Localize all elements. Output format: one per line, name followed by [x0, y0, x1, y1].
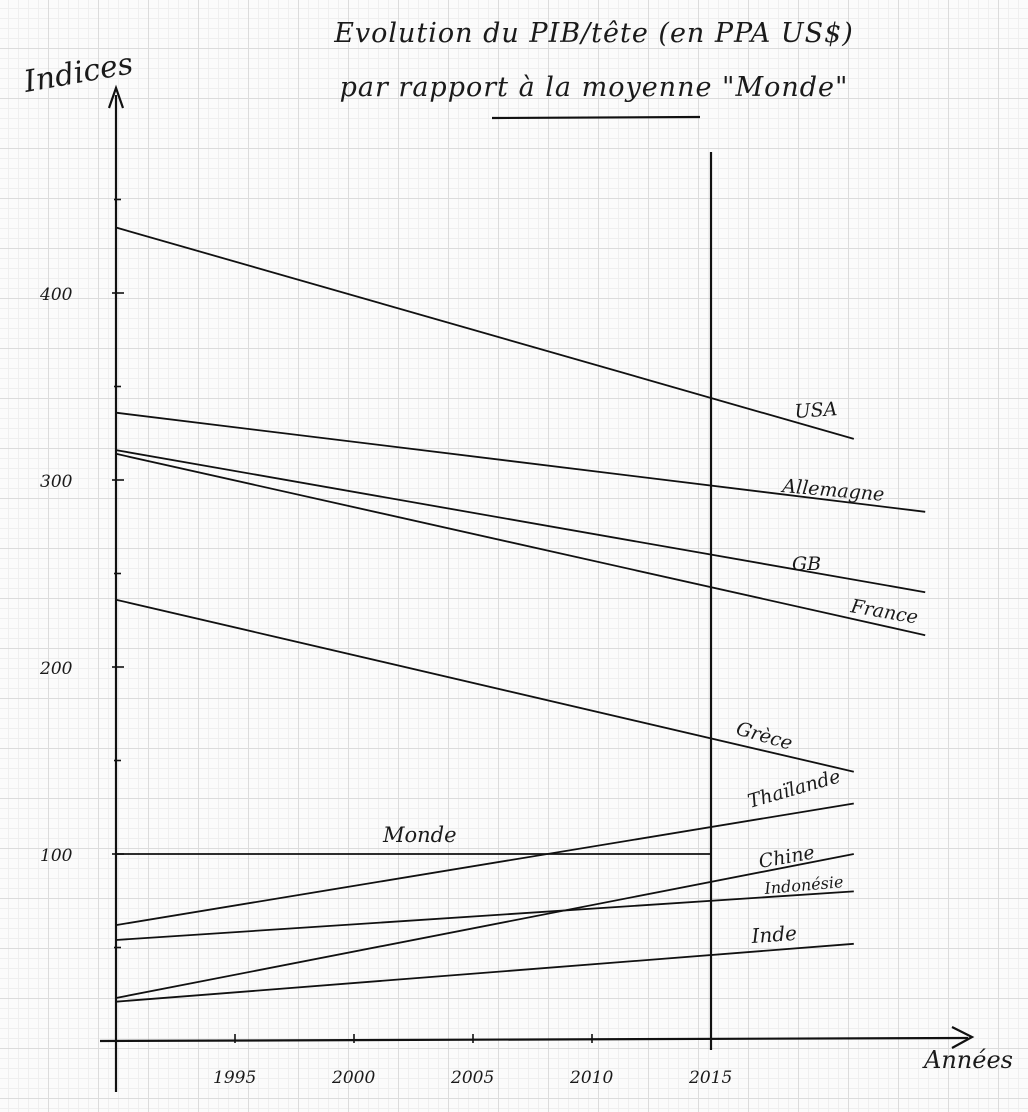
y-tick-label-400: 400: [39, 285, 73, 305]
series-label-gb: GB: [792, 553, 821, 575]
series-line-france: [115, 452, 926, 637]
chart-title: Evolution du PIB/tête (en PPA US$): [334, 18, 854, 49]
x-tick-label-2000: 2000: [331, 1068, 375, 1088]
series-label-allemagne: Allemagne: [780, 475, 886, 506]
x-tick-label-2005: 2005: [450, 1068, 494, 1088]
series-label-usa: USA: [794, 398, 838, 423]
chart-subtitle: par rapport à la moyenne "Monde": [339, 72, 849, 103]
y-tick-label-100: 100: [40, 846, 73, 866]
series-label-monde: Monde: [382, 823, 457, 847]
y-tick-label-300: 300: [40, 472, 73, 492]
x-axis-arrow: [951, 1026, 975, 1049]
x-tick-label-2010: 2010: [569, 1068, 613, 1088]
series-label-france: France: [848, 595, 919, 629]
series-line-inde: [115, 942, 854, 1003]
series-line-allemagne: [115, 411, 926, 513]
x-tick-label-2015: 2015: [688, 1068, 732, 1088]
series-line-thailande: [115, 802, 854, 926]
y-tick-label-200: 200: [39, 659, 73, 679]
series-line-indonesie: [115, 890, 854, 941]
y-axis-arrow: [107, 84, 125, 109]
series-label-inde: Inde: [750, 921, 798, 948]
series-line-gb: [115, 449, 926, 594]
series-labels: USA Allemagne GB France Grèce Thaïlande Monde C…: [382, 398, 920, 948]
series-label-indonesie: Indonésie: [763, 872, 844, 898]
subtitle-underline: [491, 115, 701, 120]
x-tick-label-1995: 1995: [213, 1068, 256, 1088]
series-label-grece: Grèce: [734, 718, 795, 755]
series-line-grece: [115, 598, 855, 773]
x-axis: [99, 1036, 969, 1043]
series-lines: [115, 226, 926, 1003]
series-label-chine: Chine: [757, 841, 816, 872]
series-line-usa: [115, 226, 855, 440]
series-label-thailande: Thaïlande: [745, 765, 843, 812]
x-axis-label: Années: [922, 1046, 1013, 1074]
series-line-chine: [115, 853, 854, 999]
